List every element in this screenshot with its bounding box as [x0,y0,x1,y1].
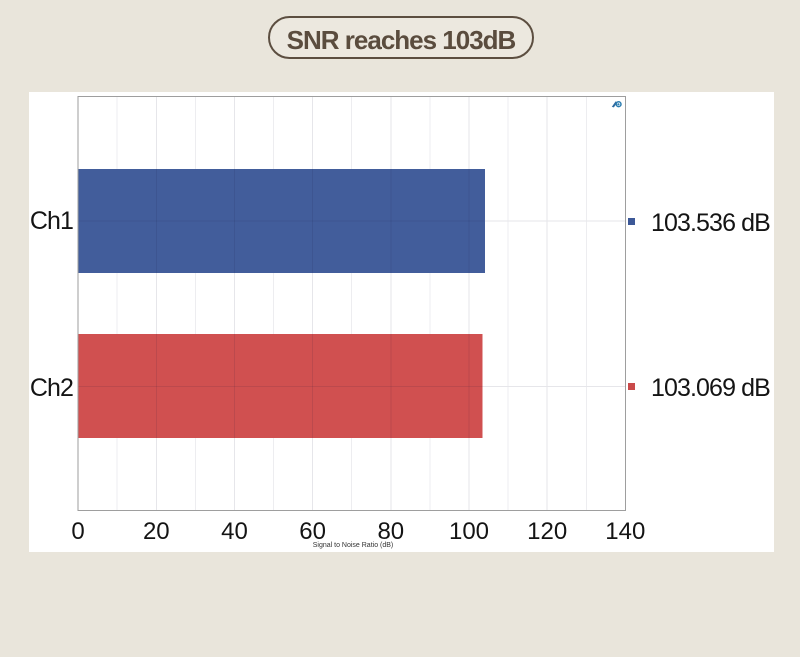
svg-text:103.069 dB: 103.069 dB [651,374,770,402]
svg-text:20: 20 [143,518,170,545]
svg-text:100: 100 [449,518,489,545]
svg-text:0: 0 [71,518,84,545]
svg-text:140: 140 [605,518,645,545]
svg-text:120: 120 [527,518,567,545]
svg-text:103.536 dB: 103.536 dB [651,209,770,237]
svg-text:60: 60 [299,518,326,545]
svg-text:40: 40 [221,518,248,545]
svg-text:80: 80 [377,518,404,545]
svg-text:Signal to Noise Ratio (dB): Signal to Noise Ratio (dB) [313,542,394,549]
